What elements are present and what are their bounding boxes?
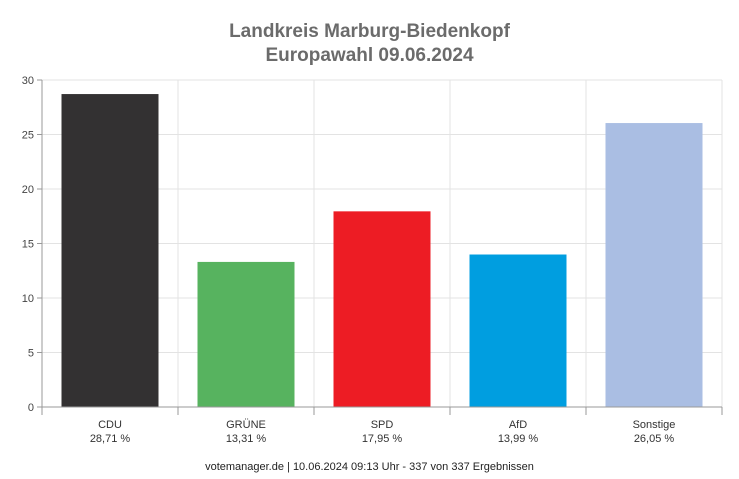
category-label: CDU xyxy=(98,419,122,431)
value-label: 17,95 % xyxy=(362,433,403,445)
y-tick-label: 10 xyxy=(22,293,34,305)
footer-source: votemanager.de | 10.06.2024 09:13 Uhr - … xyxy=(205,461,534,473)
bar-cdu xyxy=(61,94,159,407)
value-label: 13,31 % xyxy=(226,433,267,445)
chart-title-line1: Landkreis Marburg-Biedenkopf xyxy=(229,21,510,42)
chart-title-line2: Europawahl 09.06.2024 xyxy=(265,45,474,66)
y-tick-label: 5 xyxy=(28,348,34,360)
y-tick-label: 15 xyxy=(22,239,34,251)
category-label: GRÜNE xyxy=(226,419,266,431)
chart-title: Landkreis Marburg-Biedenkopf Europawahl … xyxy=(0,20,739,68)
y-tick-label: 0 xyxy=(28,402,34,414)
category-label: Sonstige xyxy=(633,419,676,431)
value-label: 26,05 % xyxy=(634,433,675,445)
category-label: SPD xyxy=(371,419,394,431)
bar-sonstige xyxy=(605,123,703,408)
bar-spd xyxy=(333,211,431,407)
y-tick-label: 30 xyxy=(22,75,34,87)
bar-afd xyxy=(469,254,567,407)
y-tick-label: 25 xyxy=(22,130,34,142)
category-label: AfD xyxy=(509,419,527,431)
value-label: 28,71 % xyxy=(90,433,131,445)
y-tick-label: 20 xyxy=(22,184,34,196)
bar-grüne xyxy=(197,261,295,407)
value-label: 13,99 % xyxy=(498,433,539,445)
